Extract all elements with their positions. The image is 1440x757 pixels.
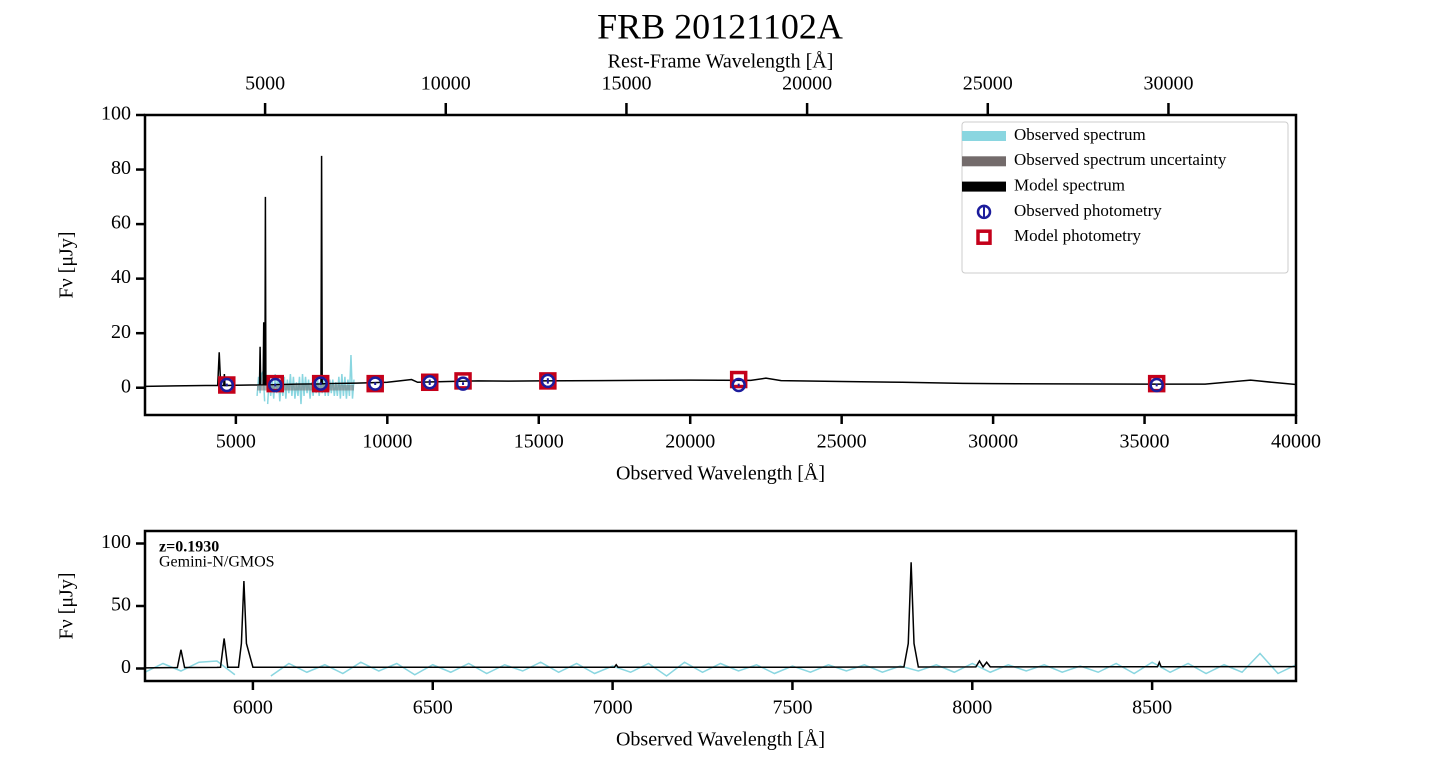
legend-swatch	[962, 181, 1006, 192]
x-axis-label: Observed Wavelength [Å]	[616, 729, 825, 751]
model-photometry	[454, 372, 472, 390]
y-tick-label: 50	[111, 594, 131, 616]
x2-axis-label: Rest-Frame Wavelength [Å]	[608, 51, 834, 73]
y-axis-label: Fν [μJy]	[56, 232, 78, 299]
x-tick-label: 25000	[817, 431, 867, 453]
x-tick-label: 15000	[514, 431, 564, 453]
y-tick-label: 80	[111, 157, 131, 179]
plot-area	[145, 155, 1296, 405]
x-tick-label: 6500	[413, 697, 453, 719]
observed-photometry	[1149, 377, 1164, 393]
legend-box	[961, 121, 1289, 274]
model-photometry	[729, 370, 748, 389]
x-tick-label: 6000	[233, 697, 273, 719]
legend-swatch	[962, 156, 1006, 167]
observed-photometry	[455, 376, 471, 391]
x-tick-label: 5000	[216, 431, 256, 453]
y-tick-label: 0	[121, 375, 131, 397]
x-tick-label: 40000	[1271, 431, 1321, 453]
x-tick-label: 8500	[1132, 697, 1172, 719]
x-tick-label: 30000	[968, 431, 1018, 453]
plot-frame	[143, 113, 1298, 417]
x2-tick-label: 30000	[1143, 73, 1193, 95]
observed-photometry	[731, 377, 746, 393]
legend-label: Model spectrum	[1014, 176, 1125, 195]
legend-swatch	[976, 229, 992, 245]
x-tick-label: 7500	[772, 697, 812, 719]
spectrum-line	[145, 562, 1296, 669]
legend-label: Model photometry	[1014, 226, 1142, 245]
x-tick-label: 10000	[362, 431, 412, 453]
observed-photometry	[422, 375, 437, 390]
x-tick-label: 35000	[1120, 431, 1170, 453]
legend-label: Observed spectrum	[1014, 125, 1146, 144]
x2-tick-label: 10000	[421, 73, 471, 95]
observed-photometry	[540, 373, 556, 389]
y-axis-label: Fν [μJy]	[56, 573, 78, 640]
legend-swatch	[962, 131, 1006, 141]
annotation: z=0.1930	[159, 539, 219, 556]
plot-area	[145, 562, 1296, 677]
x2-tick-label: 5000	[245, 73, 285, 95]
x-tick-label: 8000	[952, 697, 992, 719]
spectrum-line	[145, 652, 1296, 677]
chart-title: FRB 20121102A	[597, 6, 843, 46]
y-tick-label: 20	[111, 321, 131, 343]
y-tick-label: 100	[101, 531, 131, 553]
x2-tick-label: 20000	[782, 73, 832, 95]
x-tick-label: 20000	[665, 431, 715, 453]
plot-frame	[143, 529, 1298, 683]
observed-photometry	[267, 377, 283, 393]
x2-tick-label: 25000	[963, 73, 1013, 95]
y-tick-label: 60	[111, 212, 131, 234]
legend-label: Observed photometry	[1014, 201, 1162, 220]
observed-photometry	[313, 376, 328, 391]
x2-tick-label: 15000	[601, 73, 651, 95]
x-axis-label: Observed Wavelength [Å]	[616, 463, 825, 485]
observed-photometry	[219, 377, 235, 393]
x-tick-label: 7000	[593, 697, 633, 719]
y-tick-label: 100	[101, 103, 131, 125]
y-tick-label: 0	[121, 656, 131, 678]
annotation: Gemini-N/GMOS	[159, 554, 275, 571]
y-tick-label: 40	[111, 266, 131, 288]
observed-photometry	[367, 376, 383, 391]
legend-label: Observed spectrum uncertainty	[1014, 150, 1227, 169]
